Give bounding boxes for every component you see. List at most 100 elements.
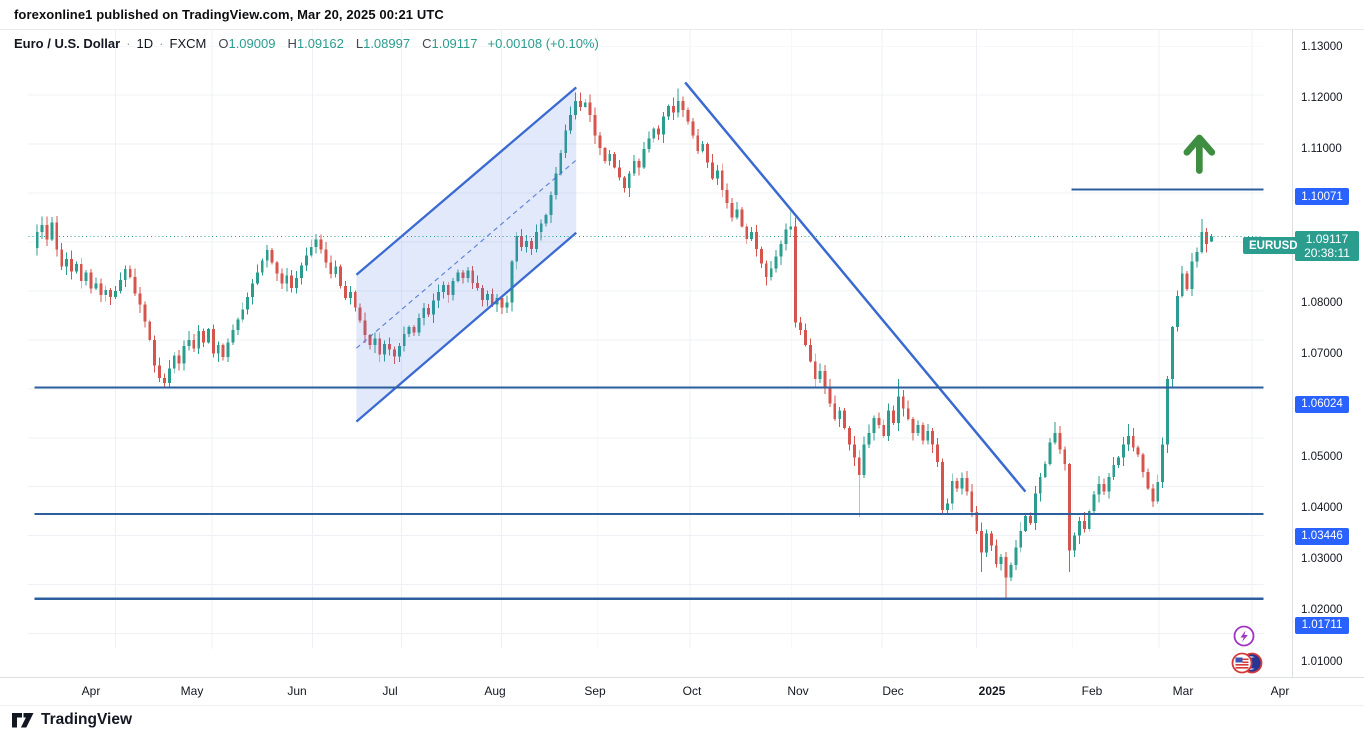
currency-pair-flags-icon[interactable] — [1231, 652, 1263, 674]
candle-down[interactable] — [60, 249, 64, 267]
candle-down[interactable] — [45, 224, 49, 240]
candle-down[interactable] — [764, 263, 768, 278]
candle-down[interactable] — [691, 121, 695, 136]
candle-down[interactable] — [270, 249, 274, 263]
candle-up[interactable] — [1053, 432, 1057, 443]
candle-down[interactable] — [1146, 472, 1150, 489]
candle-up[interactable] — [525, 241, 528, 247]
candle-down[interactable] — [823, 371, 827, 388]
candle-up[interactable] — [432, 300, 436, 315]
candle-down[interactable] — [941, 462, 944, 511]
candle-up[interactable] — [774, 256, 778, 269]
candle-up[interactable] — [564, 130, 568, 153]
candle-down[interactable] — [275, 262, 279, 274]
candle-down[interactable] — [290, 275, 294, 289]
candle-down[interactable] — [158, 365, 161, 379]
candle-down[interactable] — [696, 135, 700, 151]
candle-up[interactable] — [1014, 547, 1018, 566]
price-chart[interactable] — [0, 30, 1292, 677]
candle-down[interactable] — [686, 109, 690, 122]
candle-down[interactable] — [804, 330, 807, 345]
candle-up[interactable] — [642, 149, 646, 168]
candle-down[interactable] — [901, 396, 905, 409]
candle-up[interactable] — [950, 480, 954, 504]
candle-down[interactable] — [368, 334, 372, 345]
candle-up[interactable] — [441, 285, 445, 292]
candle-down[interactable] — [392, 349, 396, 357]
candle-up[interactable] — [172, 355, 176, 369]
candle-up[interactable] — [1166, 379, 1169, 445]
candle-down[interactable] — [877, 418, 881, 426]
trend-channel-fill[interactable] — [356, 87, 577, 422]
candle-up[interactable] — [1117, 457, 1121, 466]
candle-up[interactable] — [451, 281, 455, 295]
candle-down[interactable] — [813, 361, 817, 380]
candle-up[interactable] — [437, 291, 440, 301]
interval-label[interactable]: 1D — [136, 36, 154, 51]
candle-up[interactable] — [647, 138, 651, 150]
candle-down[interactable] — [99, 283, 103, 295]
candle-up[interactable] — [300, 265, 303, 279]
candle-up[interactable] — [818, 371, 822, 380]
candle-down[interactable] — [358, 307, 362, 321]
candle-up[interactable] — [40, 224, 44, 233]
candle-up[interactable] — [1097, 483, 1101, 495]
trend-channel-lower-line[interactable] — [355, 231, 577, 423]
candle-up[interactable] — [422, 308, 426, 318]
candle-down[interactable] — [1141, 454, 1145, 473]
candle-down[interactable] — [319, 239, 323, 250]
candle-up[interactable] — [485, 293, 489, 300]
candle-up[interactable] — [916, 425, 920, 433]
candle-up[interactable] — [104, 289, 108, 295]
candle-up[interactable] — [84, 272, 88, 282]
candle-down[interactable] — [613, 153, 617, 168]
candle-down[interactable] — [1029, 516, 1032, 523]
candle-up[interactable] — [114, 290, 117, 297]
candle-up[interactable] — [715, 170, 719, 179]
candle-down[interactable] — [79, 264, 83, 282]
candle-up[interactable] — [65, 259, 69, 267]
candle-down[interactable] — [578, 101, 582, 107]
candle-down[interactable] — [353, 291, 357, 308]
candle-up[interactable] — [872, 418, 876, 433]
candle-up[interactable] — [945, 503, 949, 511]
time-axis[interactable]: Apr May Jun Jul Aug Sep Oct Nov Dec 2025 Feb Mar Apr — [0, 677, 1364, 706]
candle-up[interactable] — [1122, 444, 1125, 458]
candle-up[interactable] — [1170, 327, 1174, 380]
candle-up[interactable] — [231, 330, 235, 343]
candle-down[interactable] — [911, 419, 915, 433]
candle-up[interactable] — [397, 345, 401, 357]
price-axis[interactable]: 1.130001.120001.110001.100001.090001.080… — [1292, 30, 1364, 677]
candle-up[interactable] — [35, 232, 39, 248]
candle-down[interactable] — [1063, 449, 1067, 465]
candle-up[interactable] — [887, 410, 891, 436]
candle-up[interactable] — [627, 173, 631, 189]
candle-up[interactable] — [74, 264, 78, 272]
candle-down[interactable] — [755, 232, 758, 249]
candle-up[interactable] — [999, 557, 1003, 565]
candle-up[interactable] — [985, 533, 988, 553]
candle-up[interactable] — [583, 102, 587, 107]
candle-down[interactable] — [427, 308, 431, 315]
candle-up[interactable] — [554, 173, 558, 196]
candle-up[interactable] — [407, 327, 411, 335]
candle-up[interactable] — [750, 232, 754, 240]
candle-up[interactable] — [314, 239, 318, 247]
candle-down[interactable] — [89, 272, 93, 289]
candle-down[interactable] — [906, 408, 910, 420]
candle-up[interactable] — [1073, 535, 1077, 551]
candle-up[interactable] — [534, 232, 538, 249]
candle-down[interactable] — [657, 128, 661, 135]
candle-up[interactable] — [304, 255, 308, 266]
candle-up[interactable] — [1210, 236, 1214, 242]
candle-down[interactable] — [618, 167, 621, 178]
candle-up[interactable] — [1038, 476, 1042, 494]
candle-up[interactable] — [539, 223, 543, 233]
candle-up[interactable] — [926, 430, 930, 441]
candle-up[interactable] — [701, 144, 705, 151]
candle-up[interactable] — [735, 209, 739, 218]
candle-down[interactable] — [128, 268, 132, 278]
candle-up[interactable] — [182, 345, 186, 364]
candle-up[interactable] — [569, 114, 573, 131]
candle-up[interactable] — [251, 283, 254, 297]
